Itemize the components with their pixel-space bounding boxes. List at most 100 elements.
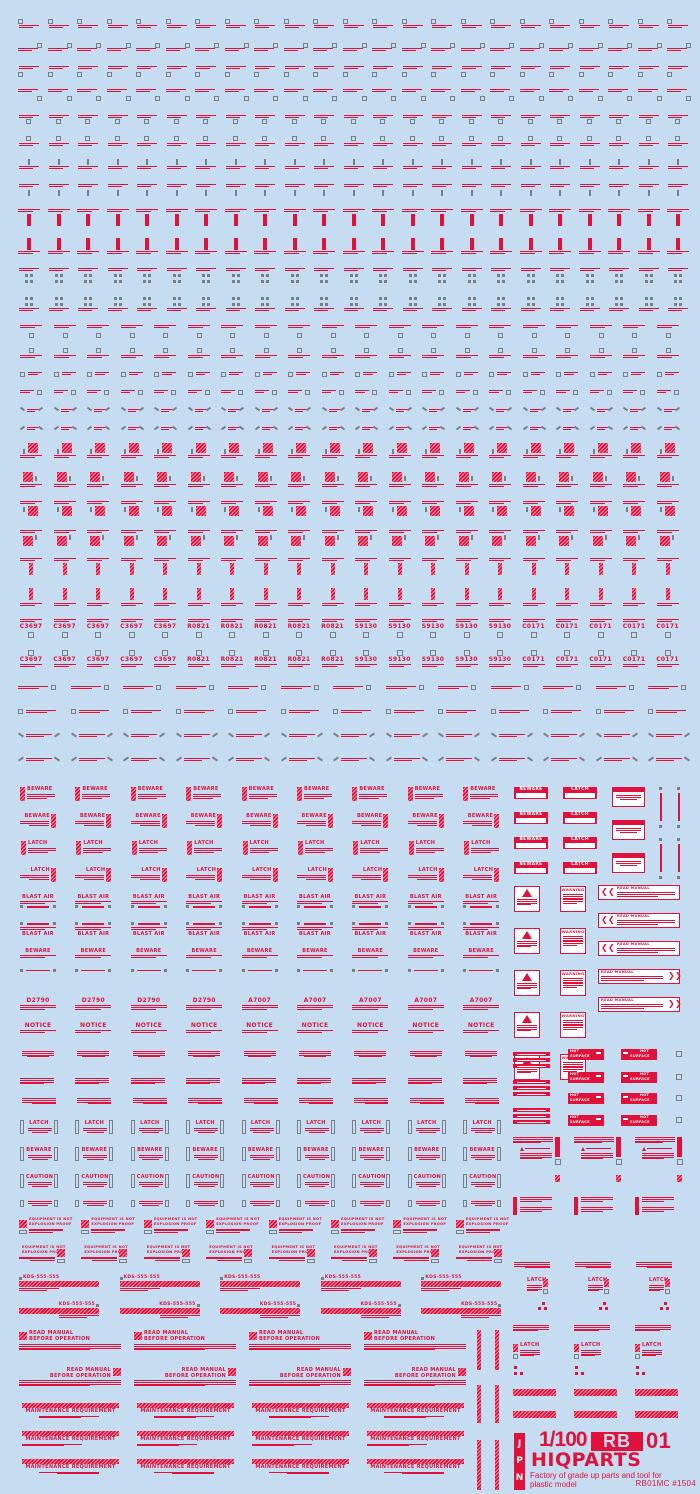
gray-marker bbox=[59, 303, 63, 306]
fine-print bbox=[194, 409, 207, 410]
fine-print bbox=[343, 116, 358, 118]
square-marker bbox=[104, 390, 109, 395]
fine-print bbox=[432, 184, 452, 185]
fine-print bbox=[288, 603, 310, 604]
fine-print bbox=[359, 1056, 382, 1058]
fine-print bbox=[165, 89, 186, 90]
square-marker bbox=[66, 43, 72, 48]
red-marker bbox=[621, 1115, 657, 1126]
fine-print bbox=[48, 185, 63, 187]
gray-marker bbox=[384, 280, 387, 283]
gray-marker bbox=[87, 159, 89, 165]
fine-print bbox=[142, 1204, 160, 1206]
fine-print bbox=[638, 309, 653, 311]
gray-marker bbox=[84, 297, 87, 300]
fine-print bbox=[195, 49, 209, 51]
gray-marker bbox=[354, 280, 358, 283]
square-marker bbox=[329, 650, 336, 656]
fine-print bbox=[519, 89, 540, 90]
gray-marker bbox=[113, 280, 117, 283]
square-marker bbox=[645, 136, 651, 141]
fine-print bbox=[461, 185, 476, 187]
fine-print bbox=[388, 558, 411, 559]
fine-print bbox=[187, 484, 210, 485]
fine-print bbox=[589, 604, 605, 606]
fine-print bbox=[57, 1473, 99, 1475]
fine-print bbox=[597, 372, 612, 373]
fine-print bbox=[667, 210, 683, 212]
square-marker bbox=[380, 119, 385, 124]
gray-marker bbox=[463, 922, 467, 925]
fine-print bbox=[314, 166, 334, 167]
square-marker bbox=[506, 390, 511, 395]
fine-print bbox=[401, 209, 424, 210]
fine-print bbox=[372, 89, 392, 90]
fine-print bbox=[314, 269, 328, 271]
hazard-stripe bbox=[96, 563, 100, 575]
hazard-stripe bbox=[263, 563, 268, 575]
fine-print bbox=[175, 686, 206, 687]
red-marker bbox=[621, 1072, 657, 1083]
fine-print bbox=[355, 502, 371, 504]
gray-marker bbox=[71, 406, 77, 412]
gray-marker bbox=[238, 406, 245, 412]
red-marker bbox=[617, 238, 621, 250]
gray-marker bbox=[615, 297, 618, 300]
fine-print bbox=[187, 355, 210, 356]
gray-marker bbox=[615, 303, 618, 306]
fine-print bbox=[489, 558, 511, 559]
fine-print bbox=[460, 90, 475, 92]
gray-marker bbox=[172, 274, 176, 277]
fine-print bbox=[120, 356, 136, 358]
fine-print bbox=[255, 184, 275, 185]
fine-print bbox=[556, 620, 572, 622]
fine-print bbox=[143, 1103, 167, 1105]
fine-print bbox=[393, 1256, 430, 1258]
fine-print bbox=[490, 48, 510, 49]
gray-marker bbox=[220, 406, 227, 412]
fine-print bbox=[106, 252, 122, 254]
fine-print bbox=[138, 1155, 163, 1156]
decal-label: BEWARE bbox=[414, 786, 441, 792]
fine-print bbox=[130, 1078, 165, 1079]
square-marker bbox=[598, 333, 604, 338]
square-marker bbox=[385, 709, 391, 714]
square-marker bbox=[243, 96, 249, 101]
fine-print bbox=[489, 501, 511, 502]
square-marker bbox=[224, 72, 230, 77]
fine-print bbox=[656, 502, 672, 504]
fine-print bbox=[137, 144, 151, 146]
fine-print bbox=[367, 1445, 409, 1447]
decal-label: BLAST AIR bbox=[243, 931, 276, 937]
gray-marker bbox=[86, 425, 93, 431]
fine-print bbox=[563, 1029, 577, 1030]
decal-label: LATCH bbox=[361, 1120, 382, 1126]
fine-print bbox=[87, 502, 103, 504]
gray-marker bbox=[25, 274, 28, 277]
gray-marker bbox=[135, 535, 138, 540]
fine-print bbox=[355, 455, 377, 456]
fine-print bbox=[255, 144, 269, 146]
decal-label: BEFORE OPERATION bbox=[29, 1336, 91, 1342]
square-marker bbox=[125, 96, 131, 101]
square-marker bbox=[628, 685, 634, 690]
red-marker bbox=[136, 970, 161, 971]
logo-scale: 1/100 bbox=[539, 1428, 588, 1451]
fine-print bbox=[432, 25, 452, 26]
decal-label: NOTICE bbox=[24, 1022, 52, 1029]
hazard-stripe bbox=[364, 1332, 372, 1340]
bracket-marker bbox=[463, 1147, 468, 1161]
fine-print bbox=[490, 90, 504, 92]
decal-code: R0821 bbox=[220, 656, 244, 663]
hazard-stripe bbox=[22, 1431, 119, 1436]
decal-label: KDS-555-555 bbox=[425, 1274, 462, 1280]
decal-label: LATCH bbox=[520, 1342, 540, 1348]
decal-label: CAUTION bbox=[358, 1174, 386, 1180]
hazard-stripe bbox=[62, 563, 67, 575]
fine-print bbox=[186, 1078, 221, 1079]
fine-print bbox=[28, 824, 49, 826]
gray-marker bbox=[382, 190, 384, 196]
fine-print bbox=[388, 604, 404, 606]
fine-print bbox=[78, 734, 105, 735]
fine-print bbox=[241, 1079, 276, 1081]
